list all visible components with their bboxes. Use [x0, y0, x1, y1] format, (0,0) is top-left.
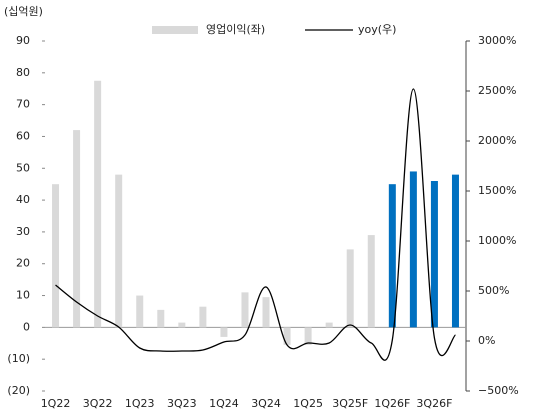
- line: [55, 88, 457, 361]
- bar: [367, 235, 375, 328]
- bar: [325, 322, 333, 328]
- y-tick-label: 10: [16, 289, 30, 302]
- y-tick-label: 60: [16, 129, 30, 142]
- bar: [136, 295, 144, 328]
- y2-tick-label: 3000%: [478, 34, 516, 47]
- bar: [178, 322, 186, 328]
- y-tick-label: (20): [7, 384, 30, 397]
- x-tick-label: 3Q24: [251, 397, 281, 410]
- y-tick-label: 20: [16, 257, 30, 270]
- bar: [430, 181, 438, 328]
- x-tick-label: 3Q23: [167, 397, 197, 410]
- y2-tick-label: 500%: [478, 284, 509, 297]
- x-tick-label: 3Q22: [83, 397, 113, 410]
- y-tick-label: 90: [16, 34, 30, 47]
- bar: [409, 171, 417, 328]
- x-tick-label: 1Q22: [41, 397, 71, 410]
- y-tick-label: 30: [16, 225, 30, 238]
- y2-tick-label: 1000%: [478, 234, 516, 247]
- bar: [94, 80, 102, 328]
- bar: [52, 184, 60, 328]
- bar: [73, 130, 81, 328]
- bar: [220, 327, 228, 337]
- y-tick-label: 0: [23, 320, 30, 333]
- x-tick-label: 1Q24: [209, 397, 239, 410]
- y2-tick-label: −500%: [478, 384, 519, 397]
- y-axis-unit: (십억원): [4, 5, 43, 18]
- bar: [451, 174, 459, 328]
- x-tick-label: 3Q25F: [332, 397, 368, 410]
- legend-swatch: [152, 26, 198, 34]
- bar: [262, 297, 270, 328]
- bar: [241, 292, 249, 328]
- x-tick-label: 1Q25: [293, 397, 323, 410]
- bar: [304, 327, 312, 345]
- bar: [199, 306, 207, 328]
- y-tick-label: 80: [16, 66, 30, 79]
- y-tick-label: (10): [7, 352, 30, 365]
- y-tick-label: 40: [16, 193, 30, 206]
- x-tick-label: 1Q23: [125, 397, 155, 410]
- x-tick-label: 3Q26F: [416, 397, 452, 410]
- y2-tick-label: 2000%: [478, 134, 516, 147]
- bar: [115, 174, 123, 328]
- x-tick-label: 1Q26F: [374, 397, 410, 410]
- y2-tick-label: 0%: [478, 334, 495, 347]
- bar: [157, 309, 165, 328]
- y-tick-label: 70: [16, 98, 30, 111]
- bar: [346, 249, 354, 328]
- bar: [283, 327, 291, 345]
- bar: [388, 184, 396, 328]
- y2-tick-label: 2500%: [478, 84, 516, 97]
- y-tick-label: 50: [16, 161, 30, 174]
- y2-tick-label: 1500%: [478, 184, 516, 197]
- legend-label: yoy(우): [358, 23, 396, 36]
- legend-label: 영업이익(좌): [206, 23, 265, 36]
